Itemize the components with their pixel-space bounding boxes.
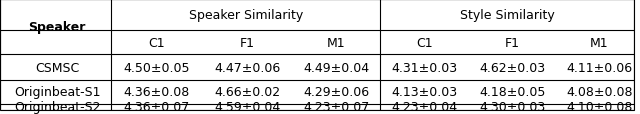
Text: 4.23±0.07: 4.23±0.07 (303, 101, 369, 113)
Text: 4.36±0.07: 4.36±0.07 (124, 101, 189, 113)
Text: 4.11±0.06: 4.11±0.06 (566, 61, 632, 74)
Text: M1: M1 (327, 36, 346, 49)
FancyBboxPatch shape (0, 0, 634, 110)
Text: Style Similarity: Style Similarity (460, 9, 555, 22)
Text: Speaker: Speaker (28, 21, 86, 34)
Text: F1: F1 (505, 36, 520, 49)
Text: CSMSC: CSMSC (35, 61, 79, 74)
Text: 4.62±0.03: 4.62±0.03 (479, 61, 545, 74)
Text: F1: F1 (240, 36, 255, 49)
Text: 4.31±0.03: 4.31±0.03 (392, 61, 458, 74)
Text: Speaker Similarity: Speaker Similarity (189, 9, 303, 22)
Text: C1: C1 (417, 36, 433, 49)
Text: 4.66±0.02: 4.66±0.02 (214, 86, 280, 99)
Text: 4.49±0.04: 4.49±0.04 (303, 61, 369, 74)
Text: 4.23±0.04: 4.23±0.04 (392, 101, 458, 113)
Text: Originbeat-S1: Originbeat-S1 (14, 86, 100, 99)
Text: 4.18±0.05: 4.18±0.05 (479, 86, 545, 99)
Text: M1: M1 (590, 36, 609, 49)
Text: 4.36±0.08: 4.36±0.08 (124, 86, 189, 99)
Text: 4.08±0.08: 4.08±0.08 (566, 86, 632, 99)
Text: 4.30±0.03: 4.30±0.03 (479, 101, 545, 113)
Text: 4.13±0.03: 4.13±0.03 (392, 86, 458, 99)
Text: 4.50±0.05: 4.50±0.05 (124, 61, 190, 74)
Text: 4.29±0.06: 4.29±0.06 (303, 86, 369, 99)
Text: 4.47±0.06: 4.47±0.06 (214, 61, 280, 74)
Text: Originbeat-S2: Originbeat-S2 (14, 101, 100, 113)
Text: 4.10±0.08: 4.10±0.08 (566, 101, 632, 113)
Text: C1: C1 (148, 36, 165, 49)
Text: 4.59±0.04: 4.59±0.04 (214, 101, 280, 113)
